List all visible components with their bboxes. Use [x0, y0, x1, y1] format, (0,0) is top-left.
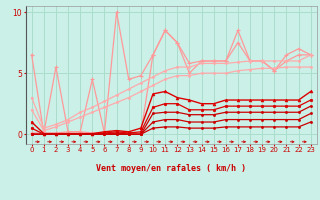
X-axis label: Vent moyen/en rafales ( km/h ): Vent moyen/en rafales ( km/h )	[96, 164, 246, 173]
